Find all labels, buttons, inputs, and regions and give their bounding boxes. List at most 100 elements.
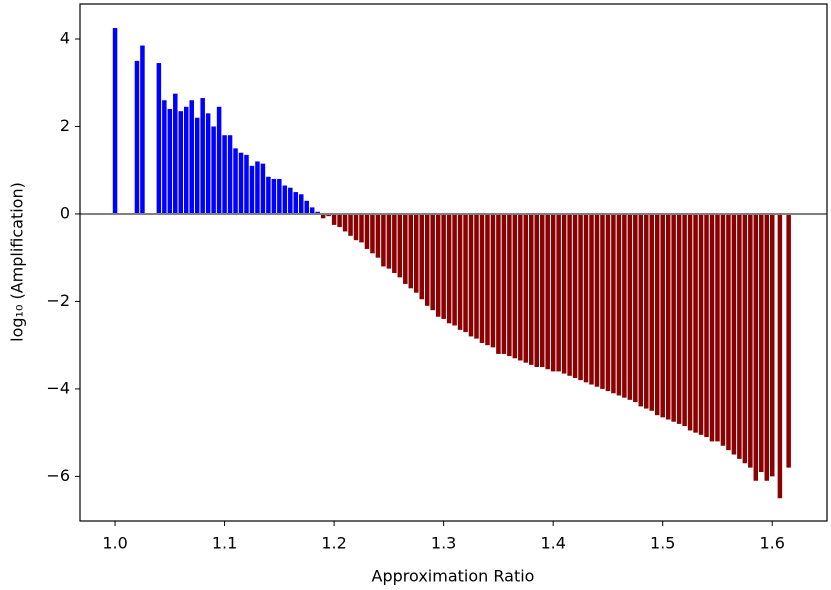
- bar: [430, 213, 435, 311]
- bar: [414, 213, 419, 293]
- bar: [315, 211, 320, 214]
- bar: [277, 178, 282, 214]
- bar: [474, 213, 479, 339]
- bar: [485, 213, 490, 346]
- bar: [288, 187, 293, 214]
- bar: [112, 28, 118, 214]
- bar: [633, 213, 638, 403]
- bar: [600, 213, 605, 389]
- bar: [419, 213, 424, 300]
- bar: [777, 213, 783, 499]
- bar: [561, 213, 567, 374]
- bar: [178, 111, 184, 214]
- bar: [211, 126, 216, 214]
- bar: [370, 213, 375, 254]
- bar: [720, 213, 726, 446]
- bar: [676, 213, 682, 424]
- bar: [244, 154, 249, 214]
- bar: [726, 213, 731, 451]
- y-axis-label: log₁₀ (Amplification): [8, 182, 27, 342]
- bar: [173, 93, 178, 214]
- bar: [249, 165, 255, 214]
- bar: [397, 213, 403, 278]
- bar: [518, 213, 523, 361]
- x-tick-label: 1.0: [102, 534, 127, 553]
- bar: [342, 213, 348, 232]
- bar: [693, 213, 698, 433]
- bar: [134, 60, 140, 214]
- bar: [578, 213, 583, 381]
- bar: [709, 213, 715, 442]
- bar: [162, 100, 167, 214]
- bar: [435, 213, 441, 317]
- bar: [309, 207, 315, 214]
- bar: [457, 213, 463, 330]
- bar: [501, 213, 507, 354]
- bar: [479, 213, 485, 343]
- bar: [654, 213, 660, 416]
- bar: [523, 213, 529, 363]
- bar: [227, 135, 233, 214]
- bar: [644, 213, 649, 409]
- bar: [704, 213, 709, 438]
- bar: [665, 213, 671, 420]
- bar: [589, 213, 594, 385]
- bar: [468, 213, 474, 337]
- bar: [742, 213, 748, 464]
- bar: [189, 100, 194, 214]
- y-tick-label: 4: [60, 28, 70, 47]
- x-tick-label: 1.6: [760, 534, 785, 553]
- bar: [764, 213, 770, 481]
- bar: [266, 176, 271, 214]
- bar: [194, 117, 200, 214]
- bar: [759, 213, 764, 473]
- bar: [222, 135, 227, 214]
- bar: [539, 213, 545, 368]
- bar: [424, 213, 430, 306]
- bar: [496, 213, 501, 354]
- bar: [786, 213, 791, 468]
- bar: [622, 213, 627, 398]
- bar: [731, 213, 737, 455]
- bar: [616, 213, 622, 396]
- bar: [715, 213, 720, 442]
- bar: [238, 152, 244, 214]
- bar: [753, 213, 759, 481]
- bar: [408, 213, 414, 289]
- bar: [348, 213, 353, 236]
- bar: [282, 185, 288, 214]
- bar: [638, 213, 644, 407]
- bar: [529, 213, 534, 365]
- x-tick-label: 1.1: [212, 534, 237, 553]
- bar: [304, 200, 309, 214]
- bar: [583, 213, 589, 383]
- bar: [233, 148, 238, 214]
- y-tick-label: −4: [46, 378, 70, 397]
- bar: [156, 63, 162, 214]
- y-tick-label: −6: [46, 466, 70, 485]
- bar: [293, 192, 299, 214]
- bar: [556, 213, 561, 372]
- bar: [545, 213, 550, 370]
- bar: [649, 213, 655, 411]
- bar: [463, 213, 468, 333]
- bar: [140, 45, 145, 214]
- bar: [205, 113, 211, 214]
- bar: [375, 213, 381, 258]
- bar: [260, 163, 266, 214]
- bar: [572, 213, 578, 378]
- bar: [381, 213, 386, 267]
- bar: [255, 161, 260, 214]
- bar: [353, 213, 359, 241]
- bar: [748, 213, 753, 468]
- x-tick-label: 1.5: [650, 534, 675, 553]
- bar: [271, 178, 277, 214]
- bar: [200, 98, 205, 214]
- bar: [392, 213, 397, 273]
- bar: [216, 106, 222, 214]
- bar: [611, 213, 616, 394]
- bar: [507, 213, 512, 357]
- x-tick-label: 1.4: [540, 534, 565, 553]
- bar: [299, 194, 304, 214]
- bar: [660, 213, 665, 418]
